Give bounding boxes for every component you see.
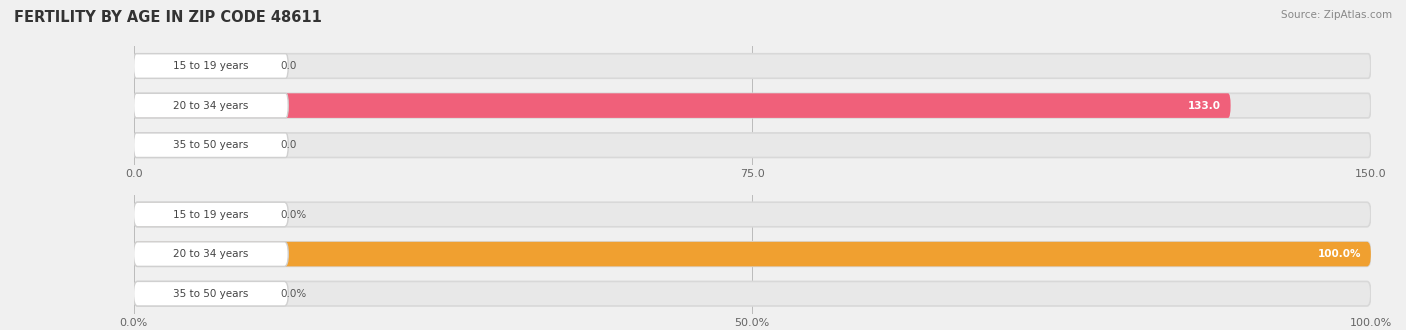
- FancyBboxPatch shape: [134, 281, 1371, 306]
- FancyBboxPatch shape: [134, 93, 288, 118]
- FancyBboxPatch shape: [134, 202, 264, 227]
- FancyBboxPatch shape: [134, 54, 264, 78]
- Text: 100.0%: 100.0%: [1317, 249, 1361, 259]
- Text: 15 to 19 years: 15 to 19 years: [173, 210, 249, 219]
- Text: 0.0%: 0.0%: [280, 289, 307, 299]
- Text: 20 to 34 years: 20 to 34 years: [173, 101, 249, 111]
- FancyBboxPatch shape: [134, 54, 288, 78]
- Text: 0.0: 0.0: [280, 140, 297, 150]
- FancyBboxPatch shape: [134, 242, 1371, 266]
- Text: 20 to 34 years: 20 to 34 years: [173, 249, 249, 259]
- FancyBboxPatch shape: [134, 242, 1371, 266]
- Text: 0.0: 0.0: [280, 61, 297, 71]
- Text: 0.0%: 0.0%: [280, 210, 307, 219]
- FancyBboxPatch shape: [134, 93, 1371, 118]
- FancyBboxPatch shape: [134, 202, 1371, 227]
- FancyBboxPatch shape: [134, 242, 288, 266]
- FancyBboxPatch shape: [134, 133, 1371, 157]
- FancyBboxPatch shape: [134, 133, 264, 157]
- Text: FERTILITY BY AGE IN ZIP CODE 48611: FERTILITY BY AGE IN ZIP CODE 48611: [14, 10, 322, 25]
- Text: 35 to 50 years: 35 to 50 years: [173, 289, 249, 299]
- FancyBboxPatch shape: [134, 281, 288, 306]
- Text: 133.0: 133.0: [1188, 101, 1220, 111]
- FancyBboxPatch shape: [134, 93, 1230, 118]
- FancyBboxPatch shape: [134, 281, 264, 306]
- Text: 35 to 50 years: 35 to 50 years: [173, 140, 249, 150]
- FancyBboxPatch shape: [134, 133, 288, 157]
- FancyBboxPatch shape: [134, 202, 288, 227]
- FancyBboxPatch shape: [134, 54, 1371, 78]
- Text: 15 to 19 years: 15 to 19 years: [173, 61, 249, 71]
- Text: Source: ZipAtlas.com: Source: ZipAtlas.com: [1281, 10, 1392, 20]
